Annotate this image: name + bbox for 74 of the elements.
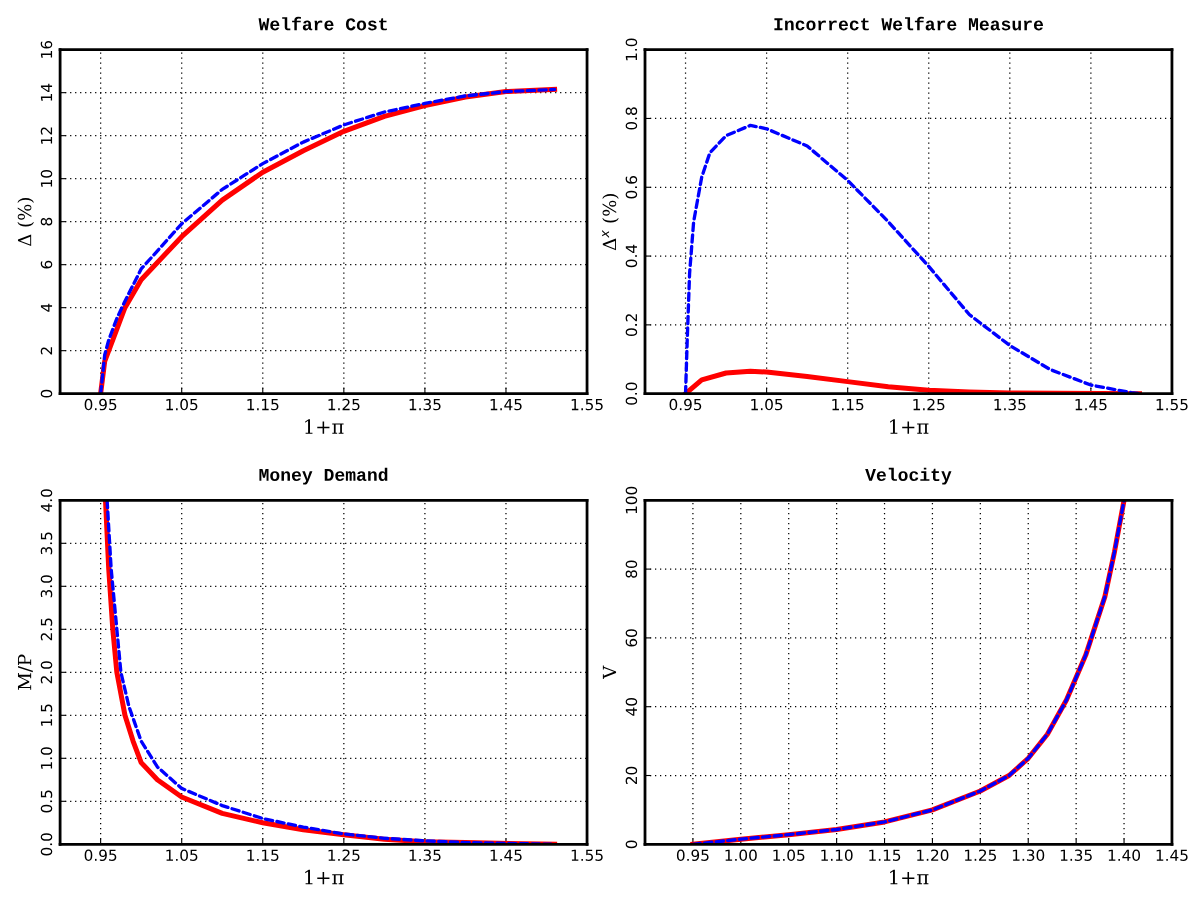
x-tick-label: 1.05 [166, 849, 198, 861]
y-tick-label: 100 [625, 486, 638, 514]
x-tick-label: 1.10 [821, 849, 853, 861]
y-tick-label: 0 [40, 389, 53, 398]
y-tick-label: 1.0 [40, 747, 53, 769]
x-tick-label: 0.95 [84, 398, 117, 411]
y-tick-label: 0.0 [40, 833, 53, 856]
x-tick-label: 1.35 [1060, 849, 1092, 861]
x-tick-label: 1.25 [965, 849, 997, 861]
x-tick-label: 1.20 [917, 849, 949, 861]
x-axis-title: 1+π [305, 869, 344, 885]
y-tick-label: 1.5 [40, 704, 53, 726]
y-tick-label: 2 [40, 347, 53, 355]
x-tick-label: 1.15 [247, 849, 279, 861]
y-tick-label: 1.0 [625, 38, 638, 61]
x-tick-label: 1.15 [832, 399, 864, 411]
y-tick-label: 2.0 [40, 661, 53, 684]
y-axis-title: M/P [17, 654, 33, 690]
y-tick-label: 4 [40, 303, 53, 312]
x-tick-label: 1.00 [725, 849, 757, 861]
x-tick-label: 1.15 [869, 849, 901, 861]
x-tick-label: 1.25 [328, 849, 360, 861]
x-tick-label: 1.45 [1075, 399, 1107, 411]
y-tick-label: 6 [40, 260, 53, 269]
x-tick-label: 0.95 [669, 398, 702, 411]
x-tick-label: 1.15 [247, 399, 279, 411]
y-tick-label: 0.5 [40, 790, 53, 813]
x-tick-label: 1.05 [773, 849, 805, 861]
y-tick-label: 10 [40, 169, 53, 187]
y-tick-label: 0.8 [625, 107, 638, 130]
x-tick-label: 0.95 [84, 849, 117, 861]
y-tick-label: 12 [40, 127, 53, 144]
x-axis-title: 1+π [305, 419, 344, 434]
y-tick-label: 8 [40, 217, 53, 226]
y-tick-label: 0.0 [625, 382, 638, 405]
chart-title: Welfare Cost [258, 16, 387, 31]
y-tick-label: 0 [625, 840, 638, 849]
y-axis-title: Δ$^{x}$ (%) [602, 194, 619, 251]
y-tick-label: 0.2 [625, 314, 638, 337]
x-tick-label: 1.25 [328, 398, 360, 411]
x-tick-label: 1.35 [409, 398, 441, 411]
y-tick-label: 40 [625, 698, 638, 716]
chart-title: Money Demand [259, 467, 388, 485]
chart-title: Incorrect Welfare Measure [774, 16, 1044, 31]
x-tick-label: 1.55 [1156, 399, 1188, 411]
y-tick-label: 80 [625, 560, 638, 578]
y-tick-label: 0.4 [625, 244, 638, 268]
x-tick-label: 1.05 [166, 398, 198, 411]
x-tick-label: 1.55 [571, 849, 603, 861]
x-tick-label: 1.35 [994, 398, 1026, 411]
x-tick-label: 1.45 [490, 399, 522, 411]
y-tick-label: 14 [40, 83, 53, 101]
x-tick-label: 1.30 [1012, 849, 1045, 861]
x-tick-label: 0.95 [676, 849, 709, 861]
x-tick-label: 1.55 [571, 399, 603, 411]
x-tick-label: 1.25 [913, 398, 945, 411]
x-axis-title: 1+π [890, 869, 929, 885]
y-axis-title: Δ (%) [17, 198, 34, 246]
x-tick-label: 1.35 [409, 849, 441, 861]
y-axis-title: V [602, 665, 617, 679]
x-tick-label: 1.45 [490, 849, 522, 861]
x-tick-label: 1.45 [1156, 849, 1188, 861]
x-tick-label: 1.40 [1108, 849, 1141, 861]
y-tick-label: 60 [625, 629, 638, 647]
y-tick-label: 20 [625, 766, 638, 785]
y-tick-label: 16 [40, 40, 53, 58]
y-tick-label: 3.5 [40, 532, 53, 555]
y-tick-label: 4.0 [40, 489, 53, 512]
y-tick-label: 3.0 [40, 575, 53, 598]
y-tick-label: 0.6 [625, 176, 638, 199]
x-tick-label: 1.05 [751, 398, 783, 411]
x-axis-title: 1+π [890, 419, 929, 434]
chart-title: Velocity [865, 467, 952, 485]
y-tick-label: 2.5 [40, 618, 53, 641]
